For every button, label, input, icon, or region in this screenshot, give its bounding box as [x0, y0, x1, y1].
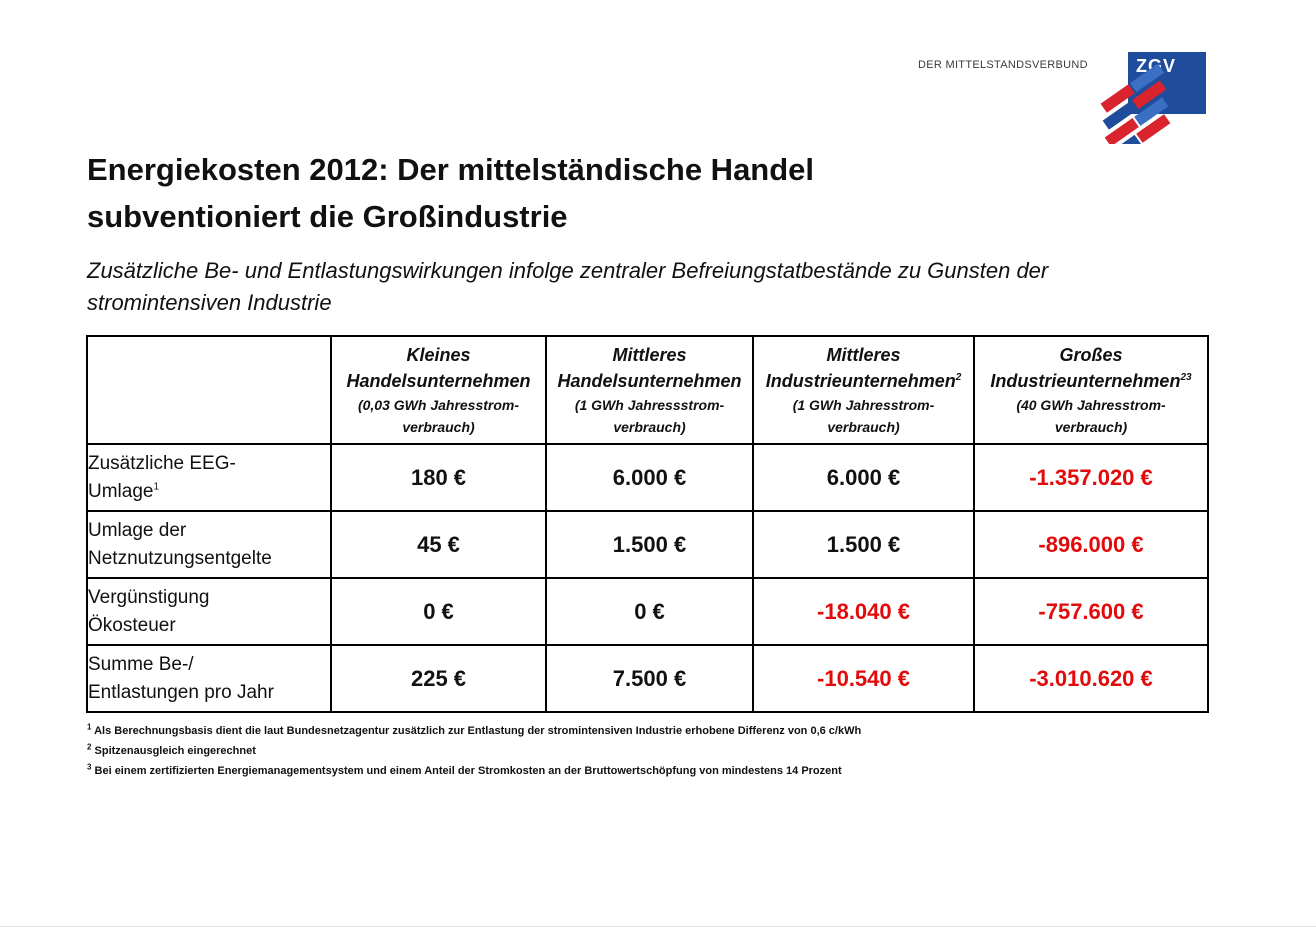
value-cell: -10.540 €	[752, 644, 975, 713]
value-cell: 6.000 €	[545, 443, 754, 512]
title-line: Energiekosten 2012: Der mittelständische…	[87, 152, 815, 187]
footnote: 3 Bei einem zertifizierten Energiemanage…	[87, 761, 1187, 781]
table-row: Zusätzliche EEG- Umlage1 180 € 6.000 € 6…	[86, 443, 1209, 512]
footnote-ref: 1	[153, 481, 160, 493]
row-label-line: Vergünstigung	[88, 586, 210, 608]
footnote: 1 Als Berechnungsbasis dient die laut Bu…	[87, 721, 1187, 741]
value-cell: 45 €	[330, 510, 547, 579]
column-name: Mittleres	[612, 345, 687, 365]
logo-stripe-red	[1136, 114, 1171, 143]
table-row: Umlage der Netznutzungsentgelte 45 € 1.5…	[86, 510, 1209, 579]
logo-stripe-red	[1132, 80, 1167, 110]
logo-stripe-blue	[1130, 63, 1165, 93]
footnote-text: Als Berechnungsbasis dient die laut Bund…	[94, 725, 862, 737]
footnote-ref: 23	[1180, 372, 1192, 383]
footnote: 2 Spitzenausgleich eingerechnet	[87, 741, 1187, 761]
footnote-ref: 2	[955, 372, 962, 383]
column-name-text: Industrieunternehmen	[990, 371, 1181, 391]
column-name: Handelsunternehmen	[557, 371, 742, 391]
value-cell: 180 €	[330, 443, 547, 512]
table-corner-cell	[86, 335, 332, 445]
value-cell: 7.500 €	[545, 644, 754, 713]
zgv-logo: DER MITTELSTANDSVERBUND ZGV	[916, 52, 1206, 144]
value-cell: 6.000 €	[752, 443, 975, 512]
footnotes: 1 Als Berechnungsbasis dient die laut Bu…	[87, 721, 1187, 781]
row-label: Summe Be-/ Entlastungen pro Jahr	[86, 644, 332, 713]
page-title: Energiekosten 2012: Der mittelständische…	[87, 146, 987, 240]
column-name: Industrieunternehmen23	[975, 368, 1207, 394]
footnote-text: Spitzenausgleich eingerechnet	[94, 745, 256, 757]
table-header-row: Kleines Handelsunternehmen (0,03 GWh Jah…	[86, 335, 1209, 445]
value-cell: -896.000 €	[973, 510, 1209, 579]
column-usage: (40 GWh Jahresstrom-	[1016, 397, 1166, 413]
column-header-large-industry: Großes Industrieunternehmen23 (40 GWh Ja…	[973, 335, 1209, 445]
row-label-line: Netznutzungsentgelte	[88, 547, 272, 569]
value-cell: -18.040 €	[752, 577, 975, 646]
column-header-medium-retail: Mittleres Handelsunternehmen (1 GWh Jahr…	[545, 335, 754, 445]
column-usage: (1 GWh Jahressstrom-	[574, 397, 725, 413]
logo-stripe-red	[1100, 84, 1135, 113]
logo-stripe-blue	[1106, 134, 1141, 144]
logo-stripe-blue	[1102, 101, 1137, 130]
value-cell: -757.600 €	[973, 577, 1209, 646]
column-usage: verbrauch)	[1054, 419, 1128, 435]
column-usage: verbrauch)	[827, 419, 900, 435]
subtitle-line: stromintensiven Industrie	[87, 290, 332, 315]
row-label-line: Ökosteuer	[88, 614, 176, 636]
footnote-mark: 2	[87, 742, 92, 752]
column-usage: (1 GWh Jahresstrom-	[792, 397, 935, 413]
zgv-logo-mark: ZGV	[1100, 52, 1206, 144]
column-name: Industrieunternehmen2	[754, 368, 973, 394]
value-cell: -3.010.620 €	[973, 644, 1209, 713]
page-bottom-rule	[0, 926, 1316, 927]
subtitle-line: Zusätzliche Be- und Entlastungswirkungen…	[87, 258, 1049, 283]
column-header-medium-industry: Mittleres Industrieunternehmen2 (1 GWh J…	[752, 335, 975, 445]
value-cell: 225 €	[330, 644, 547, 713]
table-row: Summe Be-/ Entlastungen pro Jahr 225 € 7…	[86, 644, 1209, 713]
value-cell: -1.357.020 €	[973, 443, 1209, 512]
row-label-line: Umlage	[88, 480, 154, 502]
column-name: Kleines	[406, 345, 471, 365]
value-cell: 0 €	[330, 577, 547, 646]
footnote-mark: 1	[87, 722, 92, 732]
energy-cost-table: Kleines Handelsunternehmen (0,03 GWh Jah…	[86, 335, 1209, 713]
row-label-line: Summe Be-/	[88, 653, 194, 675]
value-cell: 0 €	[545, 577, 754, 646]
footnote-mark: 3	[87, 762, 92, 772]
value-cell: 1.500 €	[752, 510, 975, 579]
value-cell: 1.500 €	[545, 510, 754, 579]
logo-stripe-blue	[1134, 97, 1169, 126]
row-label-line: Entlastungen pro Jahr	[88, 681, 274, 703]
column-header-small-retail: Kleines Handelsunternehmen (0,03 GWh Jah…	[330, 335, 547, 445]
column-name-text: Industrieunternehmen	[765, 371, 956, 391]
column-usage: verbrauch)	[402, 419, 475, 435]
column-usage: verbrauch)	[613, 419, 686, 435]
logo-stripe-red	[1104, 118, 1139, 144]
footnote-text: Bei einem zertifizierten Energiemanageme…	[94, 765, 842, 777]
row-label-line: Umlage der	[88, 519, 187, 541]
row-label: Umlage der Netznutzungsentgelte	[86, 510, 332, 579]
column-name: Handelsunternehmen	[346, 371, 531, 391]
row-label: Zusätzliche EEG- Umlage1	[86, 443, 332, 512]
table-row: Vergünstigung Ökosteuer 0 € 0 € -18.040 …	[86, 577, 1209, 646]
column-name: Mittleres	[826, 345, 901, 365]
page-subtitle: Zusätzliche Be- und Entlastungswirkungen…	[87, 255, 1227, 319]
row-label-line: Zusätzliche EEG-	[88, 452, 236, 474]
column-usage: (0,03 GWh Jahresstrom-	[357, 397, 520, 413]
column-name: Großes	[1059, 345, 1123, 365]
title-line: subventioniert die Großindustrie	[87, 199, 568, 234]
row-label: Vergünstigung Ökosteuer	[86, 577, 332, 646]
logo-tagline: DER MITTELSTANDSVERBUND	[918, 59, 1088, 71]
